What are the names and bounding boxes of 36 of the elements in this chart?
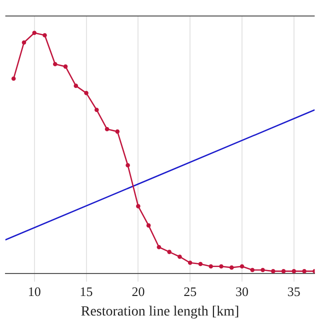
x-tick-label: 15 <box>80 284 93 299</box>
point <box>52 62 58 66</box>
point <box>22 40 26 45</box>
point <box>146 223 151 228</box>
point <box>94 108 99 112</box>
point <box>302 269 306 274</box>
x-tick-label: 10 <box>28 284 41 299</box>
point <box>260 268 265 272</box>
point <box>250 268 255 272</box>
point <box>63 64 68 69</box>
point <box>167 250 172 254</box>
point <box>240 264 244 269</box>
point <box>11 76 16 81</box>
x-tick-label: 35 <box>287 284 300 299</box>
point <box>84 90 88 96</box>
point <box>32 30 37 36</box>
point <box>271 269 276 274</box>
point <box>42 33 47 38</box>
x-tick-label: 30 <box>236 284 249 299</box>
point <box>156 244 162 250</box>
point <box>126 163 130 168</box>
point <box>219 264 224 269</box>
point <box>104 127 110 132</box>
point <box>198 262 203 266</box>
point <box>74 84 78 88</box>
point <box>136 204 140 208</box>
point <box>208 264 214 269</box>
point <box>115 129 120 134</box>
x-tick-label: 25 <box>184 284 197 299</box>
point <box>229 265 234 270</box>
point <box>178 254 182 259</box>
x-axis-title: Restoration line length [km] <box>80 304 240 320</box>
point <box>281 269 286 274</box>
point <box>292 269 296 274</box>
point <box>188 260 192 265</box>
x-tick-label: 20 <box>132 284 145 299</box>
